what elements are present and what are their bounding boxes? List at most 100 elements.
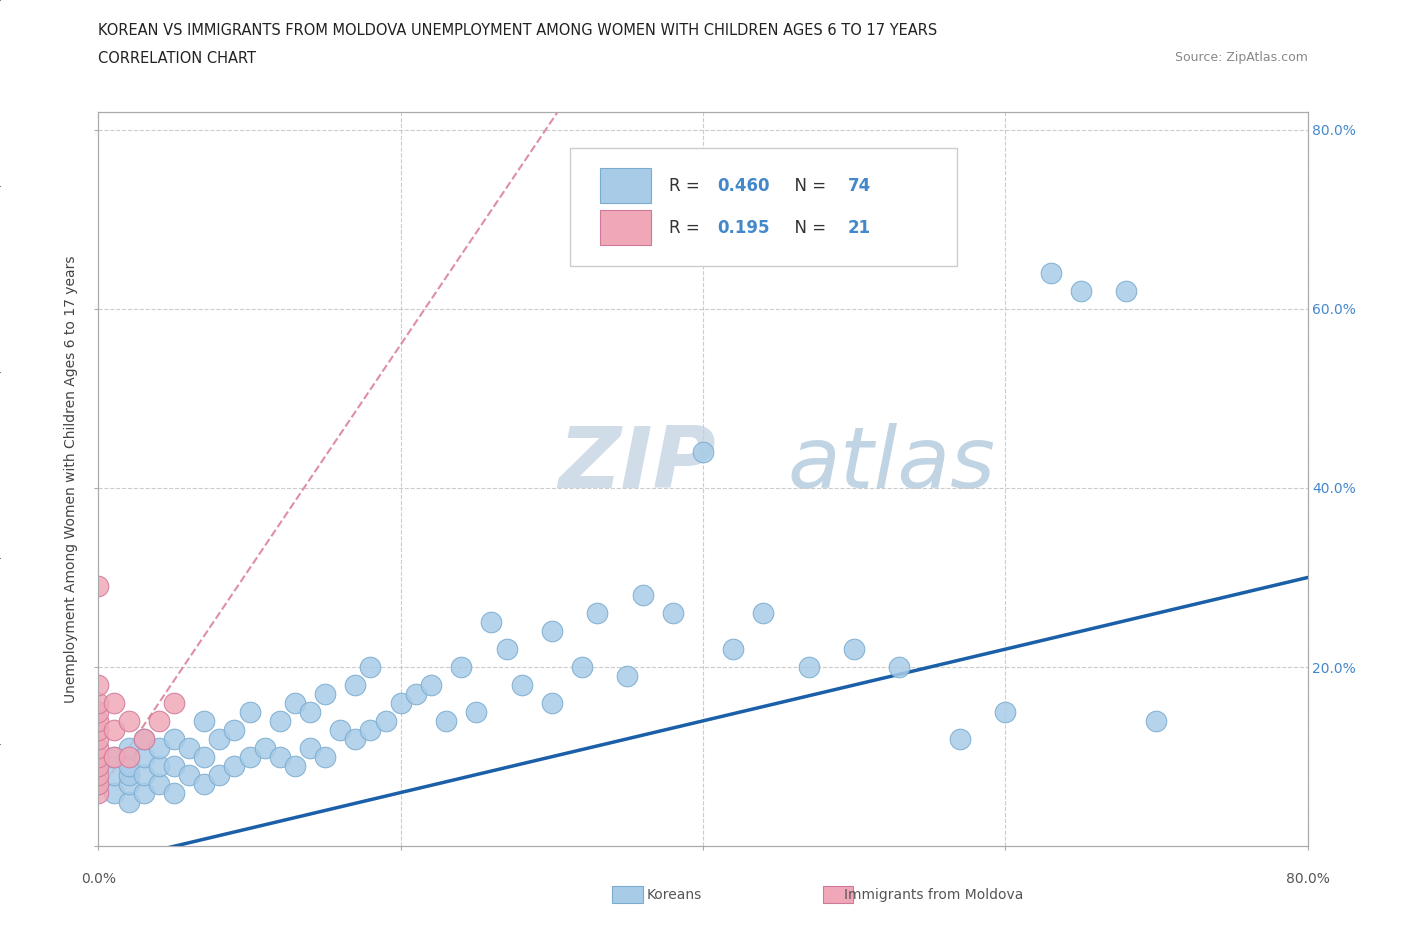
Text: 0.460: 0.460	[717, 177, 770, 194]
Y-axis label: Unemployment Among Women with Children Ages 6 to 17 years: Unemployment Among Women with Children A…	[65, 255, 79, 703]
Point	[360, 723, 382, 737]
Point	[103, 785, 125, 800]
Point	[87, 713, 110, 728]
Point	[103, 723, 125, 737]
Point	[148, 740, 170, 755]
Point	[224, 758, 246, 773]
Point	[284, 696, 307, 711]
Point	[103, 750, 125, 764]
Point	[87, 723, 110, 737]
Point	[87, 767, 110, 782]
Text: 21: 21	[848, 219, 872, 236]
Point	[103, 767, 125, 782]
Point	[148, 777, 170, 791]
Point	[132, 731, 155, 746]
Point	[118, 758, 141, 773]
Point	[87, 777, 110, 791]
Point	[132, 785, 155, 800]
Point	[1039, 265, 1062, 280]
Point	[631, 588, 654, 603]
Point	[118, 767, 141, 782]
Text: R =: R =	[669, 219, 710, 236]
Bar	[600, 168, 651, 204]
Text: atlas: atlas	[787, 423, 995, 506]
Point	[179, 767, 201, 782]
Point	[661, 606, 683, 621]
Point	[163, 731, 186, 746]
Point	[692, 445, 714, 459]
Point	[844, 642, 866, 657]
Point	[360, 659, 382, 674]
Point	[87, 758, 110, 773]
Bar	[612, 886, 643, 903]
Point	[510, 678, 533, 693]
Point	[752, 606, 775, 621]
Text: ZIP: ZIP	[558, 423, 716, 506]
Text: 0.195: 0.195	[717, 219, 770, 236]
Text: Source: ZipAtlas.com: Source: ZipAtlas.com	[1174, 51, 1308, 64]
Point	[208, 731, 231, 746]
Text: Immigrants from Moldova: Immigrants from Moldova	[844, 887, 1024, 902]
Point	[299, 740, 322, 755]
Point	[148, 758, 170, 773]
Point	[163, 758, 186, 773]
Point	[344, 731, 367, 746]
Point	[239, 704, 262, 719]
Point	[87, 704, 110, 719]
Point	[132, 750, 155, 764]
Point	[118, 713, 141, 728]
Point	[1115, 284, 1137, 299]
Point	[797, 659, 820, 674]
Point	[148, 713, 170, 728]
Point	[132, 767, 155, 782]
Point	[224, 723, 246, 737]
Bar	[823, 886, 853, 903]
Point	[284, 758, 307, 773]
Point	[540, 624, 562, 639]
Point	[87, 696, 110, 711]
Point	[374, 713, 396, 728]
Point	[132, 731, 155, 746]
Point	[193, 713, 215, 728]
Point	[481, 615, 503, 630]
Point	[179, 740, 201, 755]
Point	[87, 740, 110, 755]
Text: CORRELATION CHART: CORRELATION CHART	[98, 51, 256, 66]
Point	[434, 713, 457, 728]
Text: Koreans: Koreans	[647, 887, 702, 902]
Text: KOREAN VS IMMIGRANTS FROM MOLDOVA UNEMPLOYMENT AMONG WOMEN WITH CHILDREN AGES 6 : KOREAN VS IMMIGRANTS FROM MOLDOVA UNEMPL…	[98, 23, 938, 38]
Point	[465, 704, 488, 719]
Text: N =: N =	[785, 219, 831, 236]
Text: N =: N =	[785, 177, 831, 194]
Point	[1144, 713, 1167, 728]
Point	[405, 686, 427, 701]
Point	[949, 731, 972, 746]
Point	[103, 696, 125, 711]
Point	[87, 579, 110, 594]
Point	[208, 767, 231, 782]
Point	[118, 740, 141, 755]
Point	[299, 704, 322, 719]
Point	[1070, 284, 1092, 299]
Point	[87, 758, 110, 773]
Point	[193, 777, 215, 791]
Point	[118, 777, 141, 791]
Point	[87, 777, 110, 791]
FancyBboxPatch shape	[569, 149, 957, 266]
Point	[889, 659, 911, 674]
Point	[344, 678, 367, 693]
Point	[87, 785, 110, 800]
Text: R =: R =	[669, 177, 706, 194]
Point	[616, 669, 638, 684]
Point	[314, 686, 336, 701]
Point	[269, 713, 291, 728]
Point	[571, 659, 593, 674]
Point	[118, 794, 141, 809]
Point	[723, 642, 745, 657]
Bar	[600, 210, 651, 246]
Point	[163, 696, 186, 711]
Point	[420, 678, 443, 693]
Text: 0.0%: 0.0%	[82, 871, 115, 886]
Point	[495, 642, 517, 657]
Point	[389, 696, 412, 711]
